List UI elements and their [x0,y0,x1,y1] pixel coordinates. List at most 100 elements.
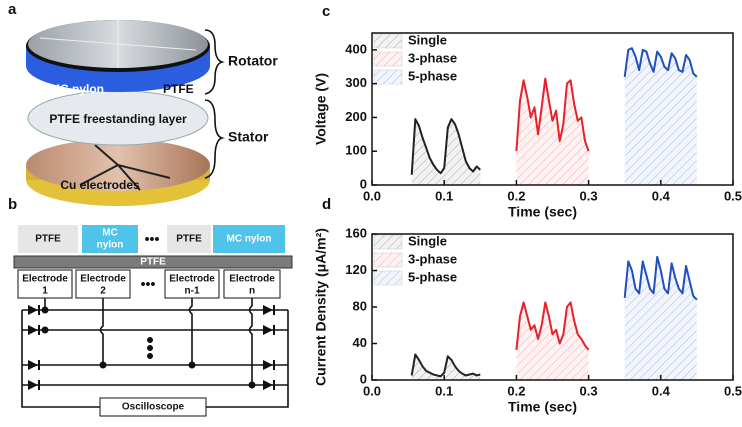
legend-swatch [373,51,403,67]
area [516,78,589,185]
label: PTFE [140,257,166,268]
x-tick-label: 0.2 [507,188,525,203]
wire [44,298,253,385]
label: Rotator [228,53,278,69]
panel-label: a [8,1,17,18]
x-tick-label: 0.1 [435,188,453,203]
label: PTFE [35,234,61,245]
sector-line [39,20,197,68]
line [623,255,698,301]
ellipsis [147,337,153,343]
electrodes: Electrode 1 Electrode 2 ••• Electrode n-… [17,269,281,299]
area [624,256,697,380]
x-tick-label: 0.4 [652,188,671,203]
x-tick-label: 0.5 [724,188,742,203]
diode [263,360,275,370]
plot-frame [371,32,734,186]
line [515,301,590,351]
y-tick-label: 200 [345,109,367,124]
label: nylon [97,240,124,251]
panel-label: c [322,3,330,20]
brace [204,29,225,95]
diode [28,305,40,315]
x-tick-label: 0.3 [580,188,598,203]
electrode-gap [79,144,171,191]
line [515,77,590,152]
diode [263,305,275,315]
area [624,48,697,186]
label: Electrode [22,274,68,285]
y-tick-label: 0 [360,176,367,191]
y-axis-label: Current Density (μA/m²) [313,228,329,386]
legend-label: 5-phase [408,68,457,83]
dots: ••• [141,276,156,292]
panel-a: a MC nylon PTFE PTFE freestanding layer … [8,1,278,206]
dots: ••• [145,231,160,247]
legend-swatch [373,234,403,250]
area [516,302,589,380]
node [99,361,107,369]
legend-label: Single [408,32,447,47]
label: PTFE [163,82,194,96]
label: n-1 [185,286,200,297]
y-tick-label: 100 [345,143,367,158]
brace [204,99,225,179]
y-tick-label: 300 [345,75,367,90]
x-tick-label: 0.1 [435,383,453,398]
label: Electrode [229,274,275,285]
chart: d Single 3-phase 5-phase 0.0 0.1 0.2 0.3 0.4 0.5 0… [313,196,742,415]
label: PTFE freestanding layer [49,112,187,126]
legend-swatch [373,270,403,286]
legend-label: 3-phase [408,50,457,65]
panel-label: b [8,196,17,213]
legend-swatch [373,33,403,49]
label: 1 [42,286,48,297]
label: 2 [100,286,106,297]
label: Electrode [169,274,215,285]
label: PTFE [176,234,202,245]
nylon-block [82,225,138,253]
label: n [249,286,255,297]
legend-swatch [373,69,403,85]
oscilloscope [99,397,207,417]
ellipsis [147,345,153,351]
panel-label: d [322,196,331,213]
circuit: Oscilloscope [21,298,289,417]
x-tick-label: 0.2 [507,383,525,398]
label: Cu electrodes [60,178,140,192]
legend-label: Single [408,233,447,248]
label: Stator [228,129,269,145]
y-tick-label: 160 [345,225,367,240]
line [623,47,698,78]
ellipsis [147,353,153,359]
y-axis-label: Voltage (V) [313,73,329,145]
label: Electrode [80,274,126,285]
y-tick-label: 40 [353,335,367,350]
legend-label: 5-phase [408,269,457,284]
x-tick-label: 0.0 [363,188,381,203]
line [410,353,481,378]
ptfe-block [167,225,211,253]
y-tick-label: 80 [353,298,367,313]
node [41,306,49,314]
diode [28,325,40,335]
x-tick-label: 0.0 [363,383,381,398]
y-tick-label: 120 [345,262,367,277]
legend-swatch [373,252,403,268]
node [188,361,196,369]
wire [21,309,289,408]
y-tick-label: 0 [360,371,367,386]
label: Oscilloscope [122,402,185,413]
diode [28,380,40,390]
legend-label: 3-phase [408,251,457,266]
chart: c Single 3-phase 5-phase 0.0 0.1 0.2 0.3 0.4 0.5 0… [313,3,742,220]
x-tick-label: 0.4 [652,383,671,398]
ptfe-bar [13,255,293,269]
nylon-block [213,225,285,253]
label: MC [102,228,118,239]
diode [28,360,40,370]
electrode [164,269,220,299]
x-axis-label: Time (sec) [508,399,577,415]
diode [263,380,275,390]
